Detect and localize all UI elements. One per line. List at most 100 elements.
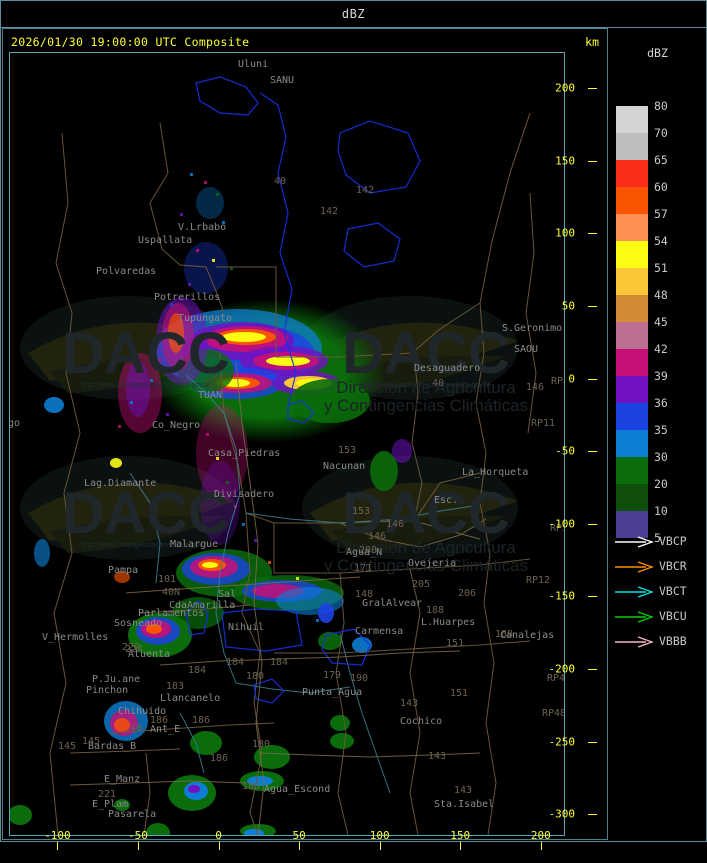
arrow-icon bbox=[614, 534, 655, 548]
colorbar-band bbox=[616, 106, 648, 133]
colorbar-band bbox=[616, 430, 648, 457]
colorbar-band bbox=[616, 241, 648, 268]
vector-legend: VBCP VBCR VBCT VBCU VBBB bbox=[614, 528, 706, 653]
colorbar-band bbox=[616, 160, 648, 187]
province-borders bbox=[49, 112, 537, 835]
y-axis-tick-label: -300 bbox=[548, 807, 576, 821]
y-axis-tick-label: -200 bbox=[548, 662, 576, 676]
colorbar-tick-label: 30 bbox=[654, 450, 668, 464]
legend-panel: dBZ 80 70 65 60 57 54 51 48 45 42 39 36 35 30 20 10 5 VB… bbox=[610, 28, 705, 840]
radar-echo-central bbox=[172, 549, 344, 629]
window-title: dBZ bbox=[341, 7, 366, 21]
x-axis-tick-label: -100 bbox=[44, 829, 71, 842]
arrow-icon bbox=[614, 609, 655, 623]
vector-legend-row: VBBB bbox=[614, 628, 706, 653]
vector-legend-row: VBCU bbox=[614, 603, 706, 628]
vector-legend-label: VBCT bbox=[659, 583, 687, 598]
vector-legend-row: VBCR bbox=[614, 553, 706, 578]
colorbar-band bbox=[616, 349, 648, 376]
y-axis-tick-mark bbox=[588, 160, 597, 162]
y-axis-tick-label: 200 bbox=[555, 81, 575, 95]
lake-outlines bbox=[185, 76, 421, 704]
y-axis-tick-mark bbox=[588, 88, 597, 90]
window-titlebar: dBZ bbox=[1, 1, 706, 28]
colorbar-band bbox=[616, 376, 648, 403]
x-axis-tick-mark bbox=[57, 842, 59, 850]
y-axis-tick-mark bbox=[588, 741, 597, 743]
colorbar-tick-label: 54 bbox=[654, 234, 668, 248]
y-axis-tick-label: -250 bbox=[548, 735, 576, 749]
colorbar-tick-label: 51 bbox=[654, 261, 668, 275]
colorbar-title: dBZ bbox=[647, 46, 668, 60]
vector-legend-label: VBCU bbox=[659, 608, 687, 623]
y-axis-tick-mark bbox=[588, 814, 597, 816]
y-axis-tick-mark bbox=[588, 233, 597, 235]
y-axis-tick-label: 150 bbox=[555, 154, 575, 168]
colorbar-band bbox=[616, 133, 648, 160]
arrow-icon bbox=[614, 559, 655, 573]
colorbar-band bbox=[616, 268, 648, 295]
colorbar-tick-label: 20 bbox=[654, 477, 668, 491]
colorbar-tick-label: 60 bbox=[654, 180, 668, 194]
vector-legend-label: VBBB bbox=[659, 633, 687, 648]
colorbar-tick-label: 45 bbox=[654, 315, 668, 329]
colorbar-tick-label: 57 bbox=[654, 207, 668, 221]
radar-echo-west bbox=[34, 397, 130, 583]
x-axis-tick-label: 100 bbox=[369, 829, 390, 842]
colorbar[interactable] bbox=[616, 106, 648, 538]
colorbar-band bbox=[616, 457, 648, 484]
y-axis-tick-mark bbox=[588, 451, 597, 453]
radar-map-canvas: DACC DACC DACC DACC Dirección de Agricul… bbox=[10, 53, 564, 835]
y-axis-unit-label: km bbox=[585, 35, 599, 49]
colorbar-band bbox=[616, 322, 648, 349]
radar-map-svg: DACC DACC DACC DACC Dirección de Agricul… bbox=[10, 53, 564, 835]
radar-echo-pinchon bbox=[104, 701, 148, 741]
colorbar-band bbox=[616, 187, 648, 214]
x-axis-tick-mark bbox=[379, 842, 381, 850]
radar-speckle bbox=[118, 173, 319, 622]
colorbar-band bbox=[616, 214, 648, 241]
colorbar-tick-label: 65 bbox=[654, 153, 668, 167]
arrow-icon bbox=[614, 584, 655, 598]
x-axis-tick-label: 150 bbox=[450, 829, 471, 842]
roads bbox=[69, 362, 487, 835]
arrow-icon bbox=[614, 634, 655, 648]
colorbar-band bbox=[616, 403, 648, 430]
colorbar-tick-label: 5 bbox=[654, 531, 661, 545]
radar-map-area[interactable]: DACC DACC DACC DACC Dirección de Agricul… bbox=[9, 52, 565, 836]
vector-legend-row: VBCP bbox=[614, 528, 706, 553]
colorbar-tick-label: 80 bbox=[654, 99, 668, 113]
x-axis-tick-label: 50 bbox=[292, 829, 306, 842]
timestamp-label: 2026/01/30 19:00:00 UTC Composite bbox=[11, 35, 250, 49]
y-axis-tick-mark bbox=[588, 669, 597, 671]
rivers bbox=[129, 374, 481, 794]
colorbar-band bbox=[616, 511, 648, 538]
y-axis-tick-mark bbox=[588, 378, 597, 380]
y-axis-tick-mark bbox=[588, 306, 597, 308]
x-axis-tick-mark bbox=[218, 842, 220, 850]
colorbar-band bbox=[616, 484, 648, 511]
y-axis-tick-label: -150 bbox=[548, 589, 576, 603]
colorbar-tick-label: 35 bbox=[654, 423, 668, 437]
plot-panel: 2026/01/30 19:00:00 UTC Composite km km bbox=[2, 28, 611, 850]
radar-echo-sosneado bbox=[128, 613, 192, 657]
vector-legend-label: VBCR bbox=[659, 558, 687, 573]
x-axis-tick-mark bbox=[137, 842, 139, 850]
y-axis-tick-mark bbox=[588, 523, 597, 525]
colorbar-band bbox=[616, 295, 648, 322]
vector-legend-label: VBCP bbox=[659, 533, 687, 548]
colorbar-tick-label: 39 bbox=[654, 369, 668, 383]
radar-echo-east bbox=[318, 439, 412, 653]
colorbar-tick-label: 70 bbox=[654, 126, 668, 140]
y-axis-tick-label: 0 bbox=[568, 372, 575, 386]
x-axis-tick-label: 0 bbox=[215, 829, 222, 842]
colorbar-tick-label: 36 bbox=[654, 396, 668, 410]
colorbar-tick-label: 48 bbox=[654, 288, 668, 302]
y-axis-tick-label: 100 bbox=[555, 226, 575, 240]
x-axis-tick-mark bbox=[540, 842, 542, 850]
x-axis-tick-mark bbox=[460, 842, 462, 850]
y-axis: 200 150 100 50 0 -50 -100 -150 -200 -250 -300 bbox=[549, 52, 611, 836]
y-axis-tick-label: -50 bbox=[555, 444, 575, 458]
x-axis-tick-mark bbox=[299, 842, 301, 850]
